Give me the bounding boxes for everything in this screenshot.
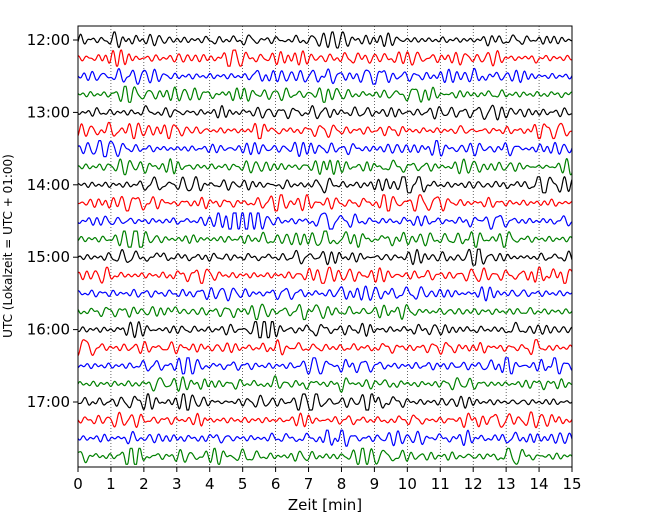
- seismogram-trace: [77, 375, 573, 393]
- x-tick-label: 10: [398, 475, 417, 493]
- seismogram-trace: [77, 339, 573, 357]
- y-tick-label: 12:00: [27, 31, 70, 49]
- seismogram-trace: [77, 303, 573, 321]
- y-tick-label: 14:00: [27, 176, 70, 194]
- y-axis-label: UTC (Lokalzeit = UTC + 01:00): [1, 154, 15, 338]
- seismogram-trace: [77, 104, 573, 121]
- seismogram-trace: [77, 140, 573, 158]
- seismogram-trace: [77, 321, 573, 339]
- seismogram-trace: [77, 31, 573, 49]
- x-tick-label: 13: [497, 475, 516, 493]
- seismogram-trace: [77, 67, 573, 85]
- seismogram-trace: [77, 248, 573, 266]
- seismogram-trace: [77, 447, 573, 465]
- seismogram-trace: [77, 411, 573, 429]
- y-tick-label: 16:00: [27, 321, 70, 339]
- y-tick-label: 15:00: [27, 248, 70, 266]
- y-axis: 12:00 13:00 14:00 15:00 16:00 17:00: [27, 31, 78, 411]
- x-tick-label: 9: [370, 475, 380, 493]
- x-tick-label: 15: [562, 475, 581, 493]
- seismogram-trace: [77, 285, 573, 302]
- x-tick-label: 3: [172, 475, 182, 493]
- x-tick-label: 8: [337, 475, 347, 493]
- seismogram-trace: [77, 429, 573, 447]
- x-tick-label: 11: [431, 475, 450, 493]
- x-tick-label: 14: [530, 475, 549, 493]
- seismogram-trace: [77, 158, 573, 176]
- x-tick-label: 2: [139, 475, 149, 493]
- seismogram-trace: [77, 121, 573, 140]
- x-tick-label: 1: [106, 475, 116, 493]
- seismogram-trace: [77, 393, 573, 411]
- seismogram-trace: [77, 194, 573, 212]
- x-tick-label: 7: [304, 475, 314, 493]
- seismogram-trace: [77, 266, 573, 284]
- seismogram-trace: [77, 49, 573, 67]
- seismogram-trace: [77, 357, 573, 375]
- plot-frame: [77, 25, 573, 468]
- x-tick-label: 4: [205, 475, 215, 493]
- y-tick-label: 13:00: [27, 103, 70, 121]
- x-axis-label: Zeit [min]: [288, 496, 362, 514]
- seismogram-trace: [77, 230, 573, 248]
- seismogram-trace: [77, 85, 573, 103]
- x-tick-label: 12: [464, 475, 483, 493]
- y-tick-label: 17:00: [27, 393, 70, 411]
- seismogram-trace: [77, 176, 573, 194]
- x-tick-label: 5: [238, 475, 248, 493]
- seismogram-trace: [77, 212, 573, 230]
- x-axis: 0 1 2 3 4 5 6 7 8 9 10 11 12 13 14 15: [73, 467, 582, 493]
- seismogram-traces: [77, 31, 573, 465]
- x-tick-label: 6: [271, 475, 281, 493]
- x-tick-label: 0: [73, 475, 83, 493]
